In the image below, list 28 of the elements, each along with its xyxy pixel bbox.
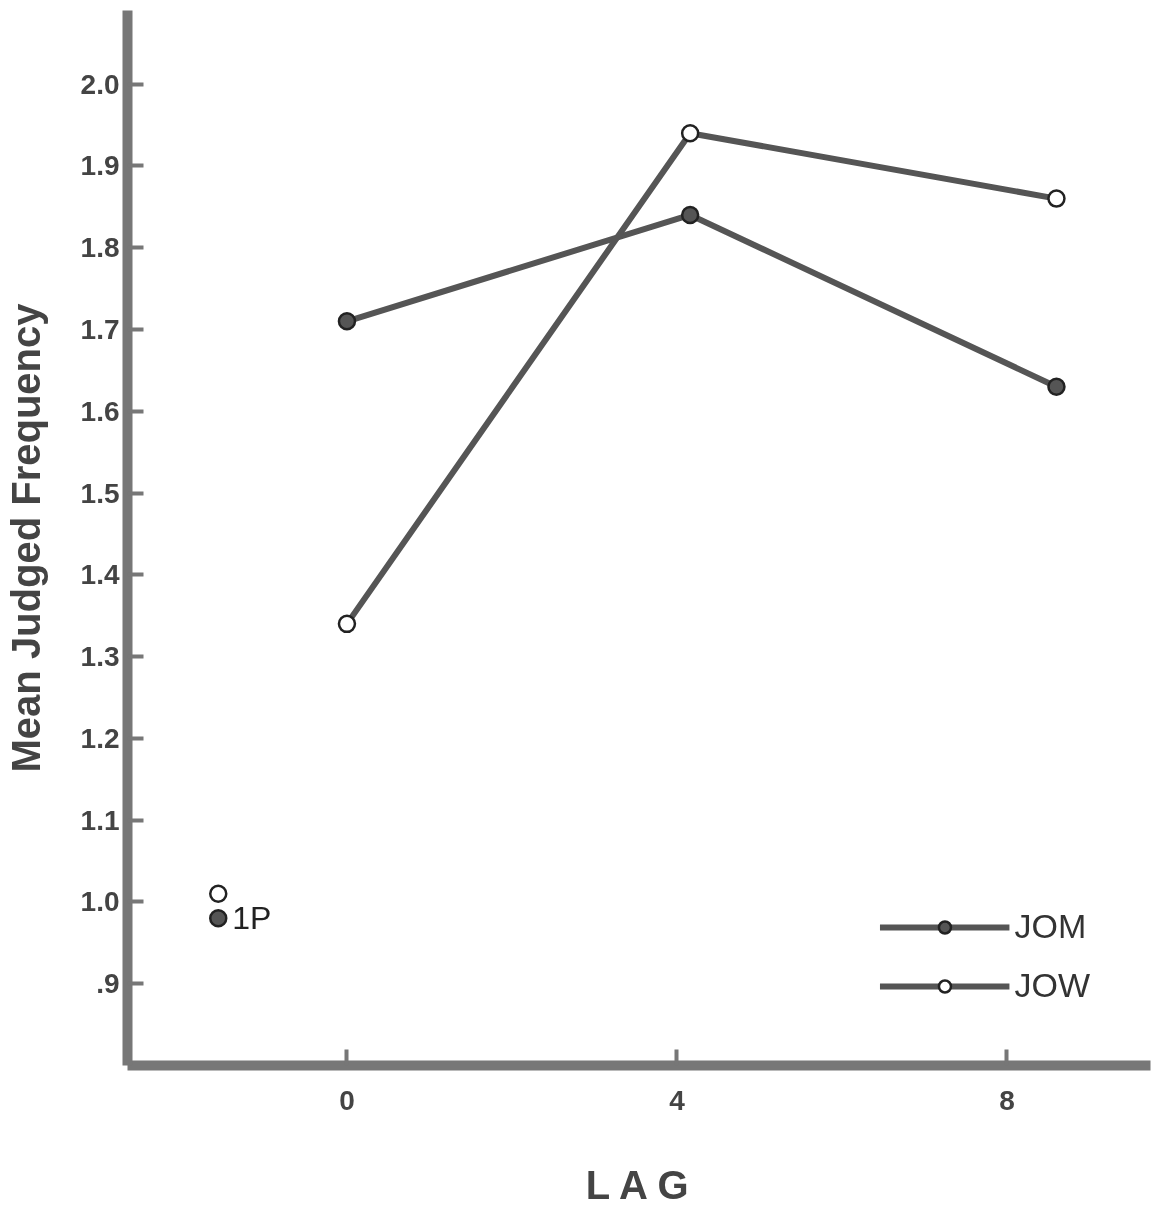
point xyxy=(1047,189,1066,208)
point xyxy=(337,312,357,331)
y-tick-label: 1.6 xyxy=(80,395,120,427)
point xyxy=(680,123,700,143)
annotation: 1P xyxy=(232,900,272,937)
x-axis-title: L A G xyxy=(585,1162,689,1207)
y-tick-label: .9 xyxy=(96,968,120,1000)
point xyxy=(209,884,228,903)
x-tick-label: 4 xyxy=(669,1084,686,1116)
y-tick-label: 2.0 xyxy=(80,68,120,100)
y-tick-label: 1.8 xyxy=(80,232,120,264)
y-tick-label: 1.1 xyxy=(80,804,120,836)
y-tick-label: 1.7 xyxy=(80,313,120,345)
legend-label: JOM xyxy=(1014,907,1087,946)
point xyxy=(680,205,700,225)
point xyxy=(1047,377,1066,396)
y-tick-label: 1.9 xyxy=(80,150,120,182)
x-tick-label: 8 xyxy=(999,1084,1015,1116)
y-tick-label: 1.5 xyxy=(80,477,120,509)
x-tick-label: 0 xyxy=(339,1084,355,1116)
y-tick-label: 1.0 xyxy=(80,886,120,918)
legend-label: JOW xyxy=(1014,966,1090,1005)
y-tick-label: 1.2 xyxy=(80,722,120,754)
point xyxy=(209,909,228,928)
y-tick-label: 1.4 xyxy=(80,559,120,591)
y-tick-label: 1.3 xyxy=(80,641,120,673)
y-axis-title: Mean Judged Frequency xyxy=(3,302,48,773)
point xyxy=(337,614,357,634)
